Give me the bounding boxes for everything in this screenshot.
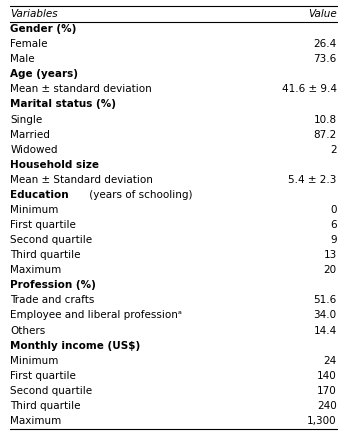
Text: Maximum: Maximum <box>10 265 62 275</box>
Text: 51.6: 51.6 <box>313 295 337 305</box>
Text: 2: 2 <box>330 145 337 155</box>
Text: 26.4: 26.4 <box>313 39 337 49</box>
Text: 170: 170 <box>317 386 337 396</box>
Text: 0: 0 <box>330 205 337 215</box>
Text: Variables: Variables <box>10 9 58 19</box>
Text: 34.0: 34.0 <box>313 311 337 321</box>
Text: 6: 6 <box>330 220 337 230</box>
Text: Age (years): Age (years) <box>10 69 78 79</box>
Text: Trade and crafts: Trade and crafts <box>10 295 95 305</box>
Text: 10.8: 10.8 <box>313 114 337 124</box>
Text: Male: Male <box>10 54 35 64</box>
Text: 24: 24 <box>323 356 337 366</box>
Text: Married: Married <box>10 130 50 140</box>
Text: 5.4 ± 2.3: 5.4 ± 2.3 <box>288 175 337 185</box>
Text: Minimum: Minimum <box>10 205 59 215</box>
Text: Second quartile: Second quartile <box>10 386 93 396</box>
Text: Profession (%): Profession (%) <box>10 280 96 290</box>
Text: Maximum: Maximum <box>10 416 62 426</box>
Text: Female: Female <box>10 39 48 49</box>
Text: 41.6 ± 9.4: 41.6 ± 9.4 <box>281 84 337 94</box>
Text: Third quartile: Third quartile <box>10 401 81 411</box>
Text: (years of schooling): (years of schooling) <box>86 190 193 200</box>
Text: First quartile: First quartile <box>10 220 76 230</box>
Text: Employee and liberal professionᵃ: Employee and liberal professionᵃ <box>10 311 182 321</box>
Text: Value: Value <box>308 9 337 19</box>
Text: 240: 240 <box>317 401 337 411</box>
Text: 13: 13 <box>323 250 337 260</box>
Text: 20: 20 <box>323 265 337 275</box>
Text: 9: 9 <box>330 235 337 245</box>
Text: Minimum: Minimum <box>10 356 59 366</box>
Text: 73.6: 73.6 <box>313 54 337 64</box>
Text: 87.2: 87.2 <box>313 130 337 140</box>
Text: Widowed: Widowed <box>10 145 58 155</box>
Text: Monthly income (US$): Monthly income (US$) <box>10 341 141 351</box>
Text: Household size: Household size <box>10 160 99 170</box>
Text: 140: 140 <box>317 371 337 381</box>
Text: Second quartile: Second quartile <box>10 235 93 245</box>
Text: First quartile: First quartile <box>10 371 76 381</box>
Text: Education: Education <box>10 190 69 200</box>
Text: Mean ± standard deviation: Mean ± standard deviation <box>10 84 152 94</box>
Text: Third quartile: Third quartile <box>10 250 81 260</box>
Text: Mean ± Standard deviation: Mean ± Standard deviation <box>10 175 153 185</box>
Text: Others: Others <box>10 326 46 336</box>
Text: Single: Single <box>10 114 43 124</box>
Text: 1,300: 1,300 <box>307 416 337 426</box>
Text: Marital status (%): Marital status (%) <box>10 99 116 109</box>
Text: 14.4: 14.4 <box>313 326 337 336</box>
Text: Gender (%): Gender (%) <box>10 24 77 34</box>
